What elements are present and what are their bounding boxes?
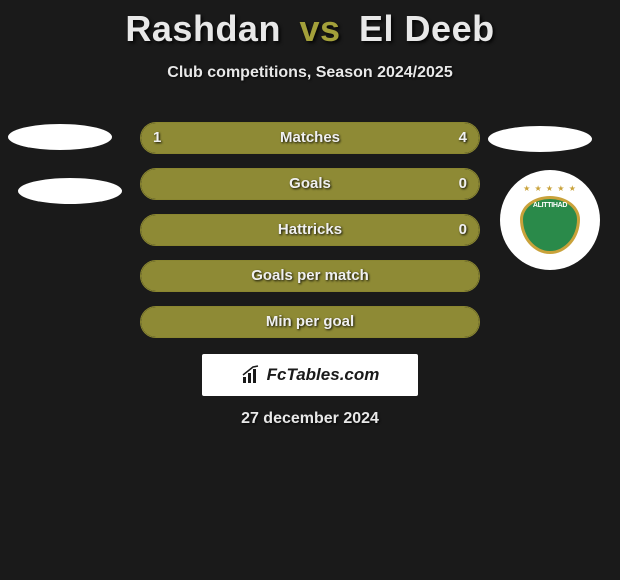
bar-label: Min per goal bbox=[141, 307, 479, 337]
photo-placeholder bbox=[8, 124, 112, 150]
bar-label: Goals per match bbox=[141, 261, 479, 291]
bar-value-left: 1 bbox=[153, 123, 161, 153]
branding-text: FcTables.com bbox=[267, 365, 380, 385]
photo-placeholder bbox=[18, 178, 122, 204]
stat-bar: Goals per match bbox=[140, 260, 480, 292]
crest-text: ALITTIHAD bbox=[512, 202, 588, 209]
chart-icon bbox=[241, 365, 261, 385]
bar-value-right: 0 bbox=[459, 169, 467, 199]
stat-bar: Goals0 bbox=[140, 168, 480, 200]
bar-label: Matches bbox=[141, 123, 479, 153]
date: 27 december 2024 bbox=[0, 410, 620, 428]
title: Rashdan vs El Deeb bbox=[0, 0, 620, 50]
club-badge: ★ ★ ★ ★ ★ ALITTIHAD bbox=[500, 170, 600, 270]
player1-name: Rashdan bbox=[125, 8, 281, 49]
comparison-infographic: Rashdan vs El Deeb Club competitions, Se… bbox=[0, 0, 620, 580]
crest: ★ ★ ★ ★ ★ ALITTIHAD bbox=[512, 182, 588, 258]
stat-bar: Matches1 4 bbox=[140, 122, 480, 154]
bar-value-right: 0 bbox=[459, 215, 467, 245]
bar-label: Hattricks bbox=[141, 215, 479, 245]
bar-label: Goals bbox=[141, 169, 479, 199]
crest-stars: ★ ★ ★ ★ ★ bbox=[512, 184, 588, 193]
photo-placeholder bbox=[488, 126, 592, 152]
stat-bars: Matches14Goals0Hattricks0Goals per match… bbox=[140, 122, 480, 352]
bar-value-right: 4 bbox=[459, 123, 467, 153]
stat-bar: Hattricks0 bbox=[140, 214, 480, 246]
branding: FcTables.com bbox=[202, 354, 418, 396]
player2-name: El Deeb bbox=[359, 8, 495, 49]
stat-bar: Min per goal bbox=[140, 306, 480, 338]
vs-label: vs bbox=[299, 8, 340, 49]
subtitle: Club competitions, Season 2024/2025 bbox=[0, 64, 620, 82]
